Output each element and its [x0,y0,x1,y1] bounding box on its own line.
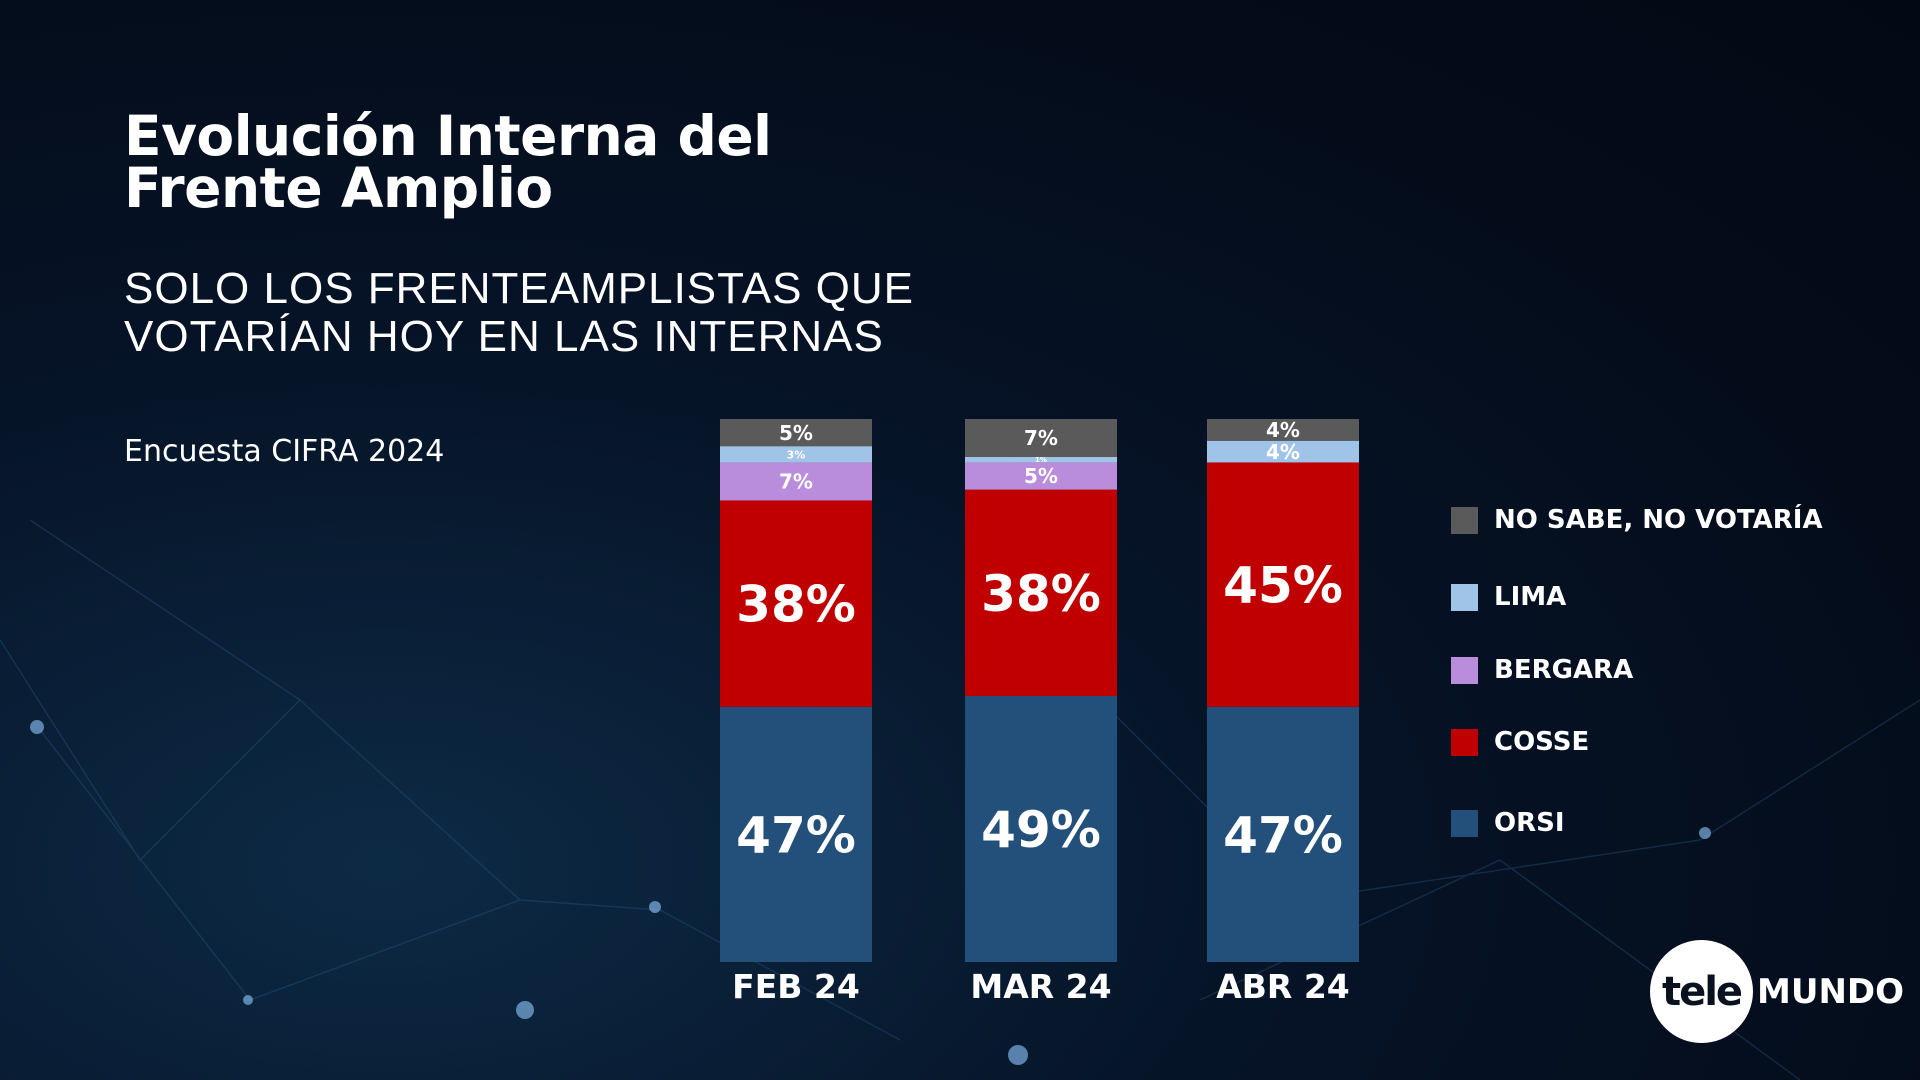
logo-circle: tele [1650,940,1753,1043]
data-label: 47% [1223,806,1343,864]
bar-segment-bergara-0 [720,462,872,501]
bar-segment-lima-2 [1207,440,1359,463]
bar-segment-orsi-0 [720,706,872,962]
data-label: 38% [736,576,856,634]
bar-segment-cosse-2 [1207,462,1359,707]
chart-title: Evolución Interna del Frente Amplio [124,104,772,220]
legend-label: ORSI [1494,808,1565,838]
legend-swatch [1451,583,1478,611]
legend-label: BERGARA [1494,655,1634,685]
legend-label: COSSE [1494,727,1590,757]
chart-subtitle: SOLO LOS FRENTEAMPLISTAS QUE VOTARÍAN HO… [124,264,915,361]
bar-segment-no-sabe-no-votar-a-1 [965,419,1117,458]
legend-swatch [1451,809,1478,837]
telemundo-logo: tele MUNDO [1650,940,1904,1043]
legend-label: NO SABE, NO VOTARÍA [1494,505,1823,535]
x-tick-label: ABR 24 [1216,967,1350,1006]
legend-swatch [1451,506,1478,534]
data-label: 45% [1223,557,1343,615]
data-label: 1% [1035,456,1047,464]
legend-swatch [1451,656,1478,684]
bar-segment-bergara-1 [965,462,1117,490]
legend-item: BERGARA [1451,655,1633,685]
legend-label: LIMA [1494,582,1567,612]
x-tick-label: MAR 24 [970,967,1111,1006]
bar-segment-no-sabe-no-votar-a-0 [720,419,872,447]
bar-segment-orsi-1 [965,695,1117,962]
bar-segment-cosse-1 [965,489,1117,696]
legend-swatch [1451,728,1478,756]
logo-text: MUNDO [1757,971,1905,1012]
data-label: 47% [736,806,856,864]
bar-segment-cosse-0 [720,500,872,707]
data-label: 38% [981,565,1101,623]
data-label: 3% [787,448,806,461]
bar-segment-orsi-2 [1207,706,1359,962]
legend-item: ORSI [1451,808,1565,838]
bar-segment-lima-1 [965,457,1117,463]
data-label: 49% [981,801,1101,859]
data-label: 7% [779,470,813,494]
legend-item: COSSE [1451,727,1589,757]
data-label: 5% [1024,464,1058,488]
legend-item: NO SABE, NO VOTARÍA [1451,505,1823,535]
data-label: 7% [1024,426,1058,450]
data-label: 5% [779,421,813,445]
x-tick-label: FEB 24 [732,967,860,1006]
legend-item: LIMA [1451,582,1566,612]
source-note: Encuesta CIFRA 2024 [124,434,445,469]
data-label: 4% [1266,418,1300,442]
bar-segment-no-sabe-no-votar-a-2 [1207,419,1359,441]
bar-segment-lima-0 [720,446,872,463]
data-label: 4% [1266,440,1300,464]
